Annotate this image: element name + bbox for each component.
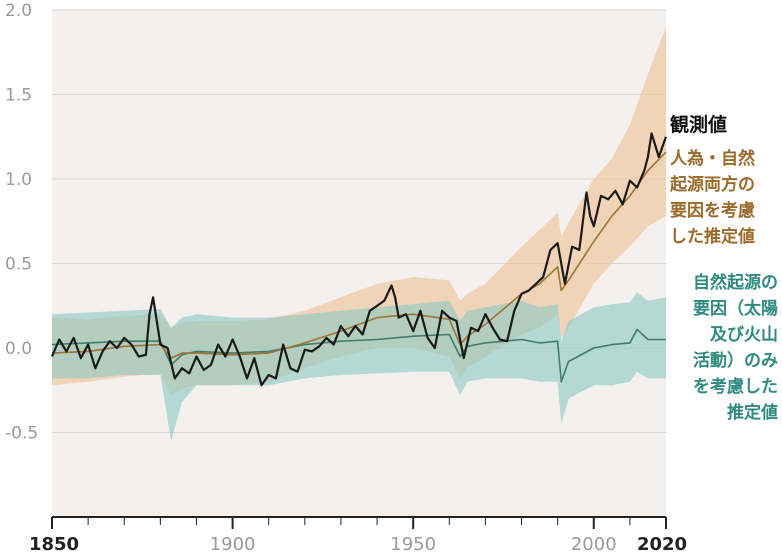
legend-both-line: 人為・自然 [670, 149, 755, 169]
legend-both: 人為・自然 起源両方の 要因を考慮 した推定値 [670, 146, 755, 250]
x-tick-labels: 1850 1900 1950 2000 2020 [29, 534, 687, 555]
x-tick-label: 1950 [390, 534, 436, 555]
gridlines [52, 9, 666, 433]
legend-natural-line: 自然起源の [693, 273, 778, 293]
legend-natural-line: 推定値 [727, 403, 778, 423]
legend-natural-line: を考慮した [693, 377, 778, 397]
x-tick-label: 2000 [571, 534, 617, 555]
natural-factors-line [51, 328, 666, 383]
observed-line [50, 132, 668, 387]
y-tick-label: -0.5 [5, 424, 38, 444]
y-tick-label: 0.0 [5, 339, 32, 359]
legend-natural-line: 及び火山 [710, 325, 778, 345]
both-factors-line [51, 151, 667, 359]
legend-natural-line: 要因（太陽 [693, 299, 778, 319]
legend-both-line: 起源両方の [670, 175, 755, 195]
natural-factors-band [52, 292, 666, 441]
x-tick-label: 1900 [210, 534, 256, 555]
legend-natural: 自然起源の 要因（太陽 及び火山 活動）のみ を考慮した 推定値 [670, 270, 778, 426]
legend-natural-line: 活動）のみ [693, 351, 778, 371]
x-axis [51, 516, 667, 529]
legend-observed-line: 観測値 [670, 114, 728, 136]
uncertainty-bands [52, 26, 666, 441]
y-tick-label: 1.0 [5, 170, 32, 190]
y-tick-label: 2.0 [5, 1, 32, 21]
x-tick-label: 1850 [29, 534, 79, 555]
y-tick-label: 1.5 [5, 86, 32, 106]
x-tick-label: 2020 [637, 534, 687, 555]
legend-observed: 観測値 [670, 112, 727, 138]
y-tick-labels: 2.0 1.5 1.0 0.5 0.0 -0.5 [5, 1, 38, 444]
series-lines [50, 132, 668, 387]
y-tick-label: 0.5 [5, 255, 32, 275]
legend-both-line: した推定値 [670, 227, 755, 247]
legend-both-line: 要因を考慮 [670, 201, 755, 221]
